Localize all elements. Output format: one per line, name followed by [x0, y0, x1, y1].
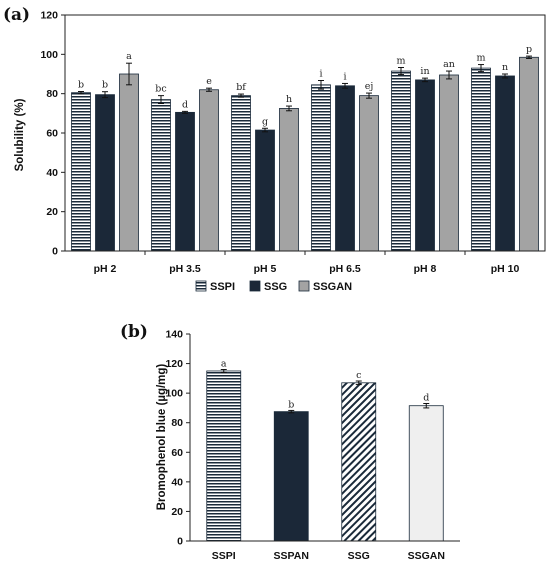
y-tick-label-a: 20 — [46, 206, 58, 218]
panel-label-b: (b) — [120, 322, 148, 342]
x-axis-a: pH 2 pH 3.5 pH 5 pH 6.5 pH 8 pH 10 — [94, 251, 520, 275]
bar-ssgan — [408, 405, 444, 542]
y-tick-label-b: 120 — [165, 358, 183, 370]
y-tick-label-b: 100 — [165, 388, 183, 400]
bar-sspi — [71, 92, 91, 252]
significance-letter-a: b — [102, 80, 108, 91]
x-tick-label-a: pH 8 — [414, 263, 437, 275]
y-tick-label-b: 40 — [171, 476, 183, 488]
significance-letter-a: e — [206, 76, 212, 87]
y-tick-label-a: 80 — [46, 88, 58, 100]
bar-sspi — [311, 84, 331, 252]
bar-ssg — [415, 79, 435, 252]
x-tick-label-b: SSG — [348, 550, 370, 562]
significance-letter-a: g — [262, 116, 268, 127]
bar-ssg — [255, 129, 275, 252]
significance-letter-a: ej — [365, 81, 374, 92]
y-tick-label-a: 40 — [46, 167, 58, 179]
significance-letter-a: m — [476, 53, 485, 64]
x-tick-label-a: pH 10 — [491, 263, 520, 275]
y-tick-label-b: 140 — [165, 329, 183, 341]
x-tick-label-a: pH 6.5 — [329, 263, 361, 275]
y-tick-label-b: 20 — [171, 506, 183, 518]
bar-ssg — [95, 94, 115, 252]
bar-sspi — [151, 99, 171, 252]
significance-letter-a: m — [396, 56, 405, 67]
legend-swatch-ssg — [249, 280, 261, 292]
legend-label-ssgan: SSGAN — [313, 281, 352, 293]
legend-a: SSPI SSG SSGAN — [195, 280, 352, 293]
bar-ssg — [341, 382, 377, 542]
bar-sspi — [391, 70, 411, 252]
significance-letter-a: bf — [236, 82, 247, 93]
significance-letter-a: i — [319, 68, 322, 79]
bar-sspan — [273, 411, 309, 542]
significance-letter-a: an — [443, 59, 455, 70]
bars-b: a b c d — [206, 358, 444, 542]
legend-label-sspi: SSPI — [210, 281, 235, 293]
y-tick-label-b: 0 — [177, 536, 183, 548]
bar-sspi — [231, 95, 251, 252]
y-tick-label-a: 100 — [40, 49, 58, 61]
x-tick-label-a: pH 3.5 — [169, 263, 201, 275]
chart-b: (b) 0 20 40 60 80 100 120 140 Bromophenol blue … — [120, 322, 460, 562]
chart-a: (a) 0 20 40 60 80 100 120 Solubility (%) b b a bc… — [3, 5, 546, 293]
y-axis-label-a: Solubility (%) — [14, 98, 26, 171]
significance-letter-a: h — [286, 94, 292, 105]
significance-letter-a: i — [343, 71, 346, 82]
significance-letter-b: c — [356, 370, 361, 381]
significance-letter-a: n — [502, 62, 508, 73]
legend-swatch-ssgan — [298, 280, 310, 292]
bar-ssg — [335, 85, 355, 252]
x-tick-label-a: pH 5 — [254, 263, 277, 275]
x-tick-label-a: pH 2 — [94, 263, 117, 275]
panel-label-a: (a) — [3, 5, 30, 25]
bar-ssgan — [359, 95, 379, 252]
x-tick-label-b: SSPI — [212, 550, 236, 562]
bar-ssg — [495, 75, 515, 252]
bar-ssgan — [279, 108, 299, 252]
y-tick-label-b: 80 — [171, 417, 183, 429]
bar-ssgan — [199, 89, 219, 252]
y-tick-label-a: 0 — [52, 246, 58, 258]
significance-letter-b: a — [221, 358, 227, 369]
x-axis-b: SSPI SSPAN SSG SSGAN — [212, 550, 445, 562]
significance-letter-a: b — [78, 80, 84, 91]
bar-ssgan — [519, 56, 539, 252]
y-tick-label-b: 60 — [171, 447, 183, 459]
legend-label-ssg: SSG — [264, 281, 287, 293]
significance-letter-a: d — [182, 99, 188, 110]
y-tick-label-a: 120 — [40, 10, 58, 22]
bars-a: b b a bc d e bf g h i i ej m in an m n p — [71, 44, 539, 252]
significance-letter-a: bc — [155, 84, 166, 95]
x-tick-label-b: SSPAN — [274, 550, 309, 562]
bar-ssgan — [439, 74, 459, 252]
bar-ssgan — [119, 73, 139, 252]
y-axis-label-b: Bromophenol blue (µg/mg) — [156, 364, 168, 511]
y-axis-b: 0 20 40 60 80 100 120 140 — [165, 329, 190, 548]
legend-swatch-sspi — [195, 280, 207, 292]
significance-letter-a: p — [526, 44, 532, 55]
bar-sspi — [471, 67, 491, 252]
x-tick-label-b: SSGAN — [408, 550, 445, 562]
significance-letter-a: a — [126, 51, 132, 62]
y-axis-a: 0 20 40 60 80 100 120 — [40, 10, 65, 258]
y-tick-label-a: 60 — [46, 128, 58, 140]
significance-letter-b: b — [288, 399, 294, 410]
significance-letter-a: in — [420, 66, 429, 77]
significance-letter-b: d — [423, 392, 429, 403]
bar-sspi — [206, 370, 242, 542]
plot-frame-a — [64, 14, 546, 252]
bar-ssg — [175, 111, 195, 252]
